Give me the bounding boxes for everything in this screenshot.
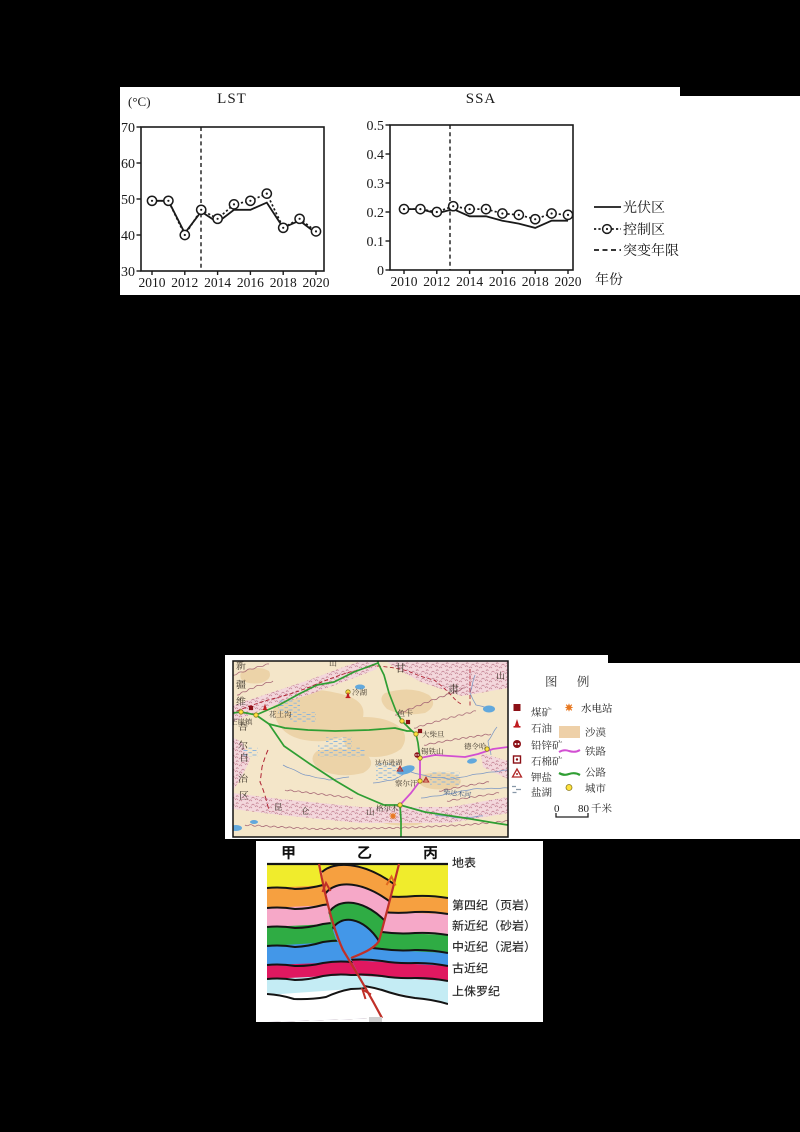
svg-text:0.1: 0.1 xyxy=(367,235,385,250)
svg-text:2014: 2014 xyxy=(456,274,483,289)
svg-text:40: 40 xyxy=(121,229,135,244)
svg-text:30: 30 xyxy=(121,265,135,280)
svg-text:2016: 2016 xyxy=(237,275,264,290)
svg-text:0.4: 0.4 xyxy=(367,148,385,163)
svg-text:60: 60 xyxy=(121,157,135,172)
svg-text:2010: 2010 xyxy=(139,275,166,290)
svg-text:2018: 2018 xyxy=(270,275,297,290)
svg-text:70: 70 xyxy=(121,121,135,136)
svg-text:2020: 2020 xyxy=(303,275,330,290)
svg-text:2014: 2014 xyxy=(204,275,231,290)
svg-text:2018: 2018 xyxy=(522,274,549,289)
svg-text:2012: 2012 xyxy=(171,275,198,290)
svg-text:2020: 2020 xyxy=(555,274,582,289)
svg-text:SSA: SSA xyxy=(466,91,497,107)
svg-text:2016: 2016 xyxy=(489,274,516,289)
svg-text:0.2: 0.2 xyxy=(367,206,385,221)
svg-text:0.3: 0.3 xyxy=(367,177,385,192)
svg-text:2010: 2010 xyxy=(391,274,418,289)
svg-text:80: 80 xyxy=(578,803,590,815)
svg-text:(°C): (°C) xyxy=(128,94,151,109)
svg-text:0: 0 xyxy=(377,264,384,279)
svg-text:0.5: 0.5 xyxy=(367,119,385,134)
svg-text:0: 0 xyxy=(554,803,560,815)
svg-text:50: 50 xyxy=(121,193,135,208)
svg-text:2012: 2012 xyxy=(423,274,450,289)
svg-text:LST: LST xyxy=(217,91,247,107)
